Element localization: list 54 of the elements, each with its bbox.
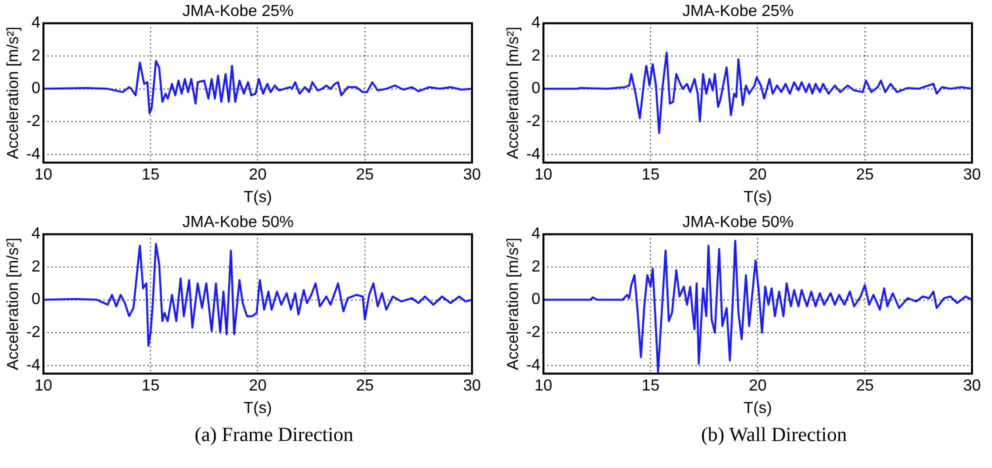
x-tick-label: 20 xyxy=(248,166,267,184)
chart-title: JMA-Kobe 25% xyxy=(682,3,794,20)
chart-title: JMA-Kobe 50% xyxy=(682,214,794,232)
x-tick-label: 25 xyxy=(856,378,874,395)
y-tick-label: -4 xyxy=(26,146,41,163)
y-tick-label: 4 xyxy=(532,226,541,243)
text: (a) Frame Direction xyxy=(194,424,354,447)
y-tick-label: -2 xyxy=(26,324,41,342)
x-tick-label: 15 xyxy=(642,166,660,184)
y-tick-label: 2 xyxy=(32,47,41,64)
x-tick-label: 10 xyxy=(34,378,52,395)
x-tick-label: 15 xyxy=(142,166,160,184)
y-tick-label: 0 xyxy=(32,291,41,308)
x-axis-title: T(s) xyxy=(743,188,772,206)
x-axis-title: T(s) xyxy=(243,400,272,417)
x-tick-label: 10 xyxy=(534,378,552,395)
x-axis-title: T(s) xyxy=(243,188,272,206)
chart-title: JMA-Kobe 25% xyxy=(182,3,294,20)
y-tick-label: -4 xyxy=(26,356,41,374)
y-tick-label: -2 xyxy=(26,113,41,130)
y-tick-label: 4 xyxy=(532,14,541,32)
x-tick-label: 30 xyxy=(963,378,981,395)
x-tick-label: 30 xyxy=(463,166,481,184)
y-tick-label: 0 xyxy=(532,80,541,98)
x-tick-label: 30 xyxy=(463,378,481,395)
x-axis-title: T(s) xyxy=(743,400,772,417)
text: (b) Wall Direction xyxy=(700,424,848,447)
y-tick-label: 4 xyxy=(32,14,41,32)
y-tick-label: -2 xyxy=(526,324,541,342)
chart-title: JMA-Kobe 50% xyxy=(182,214,294,232)
y-axis-title: Acceleration [m/s²] xyxy=(505,26,522,160)
x-tick-label: 25 xyxy=(856,166,874,184)
x-tick-label: 10 xyxy=(534,166,552,184)
y-tick-label: 2 xyxy=(32,258,41,276)
x-tick-label: 10 xyxy=(34,166,52,184)
y-tick-label: -2 xyxy=(526,113,541,130)
x-tick-label: 30 xyxy=(963,166,981,184)
x-tick-label: 25 xyxy=(356,166,374,184)
y-tick-label: 2 xyxy=(532,258,541,276)
x-tick-label: 15 xyxy=(642,378,660,395)
y-tick-label: -4 xyxy=(526,146,541,163)
y-tick-label: 4 xyxy=(32,226,41,243)
x-tick-label: 20 xyxy=(748,378,767,395)
y-tick-label: 0 xyxy=(532,291,541,308)
y-tick-label: 0 xyxy=(32,80,41,98)
x-tick-label: 20 xyxy=(748,166,767,184)
x-tick-label: 25 xyxy=(356,378,374,395)
x-tick-label: 15 xyxy=(142,378,160,395)
y-tick-label: 2 xyxy=(532,47,541,64)
y-tick-label: -4 xyxy=(526,356,541,374)
y-axis-title: Acceleration [m/s²] xyxy=(5,238,22,370)
y-axis-title: Acceleration [m/s²] xyxy=(505,238,522,370)
y-axis-title: Acceleration [m/s²] xyxy=(5,26,22,160)
x-tick-label: 20 xyxy=(248,378,267,395)
